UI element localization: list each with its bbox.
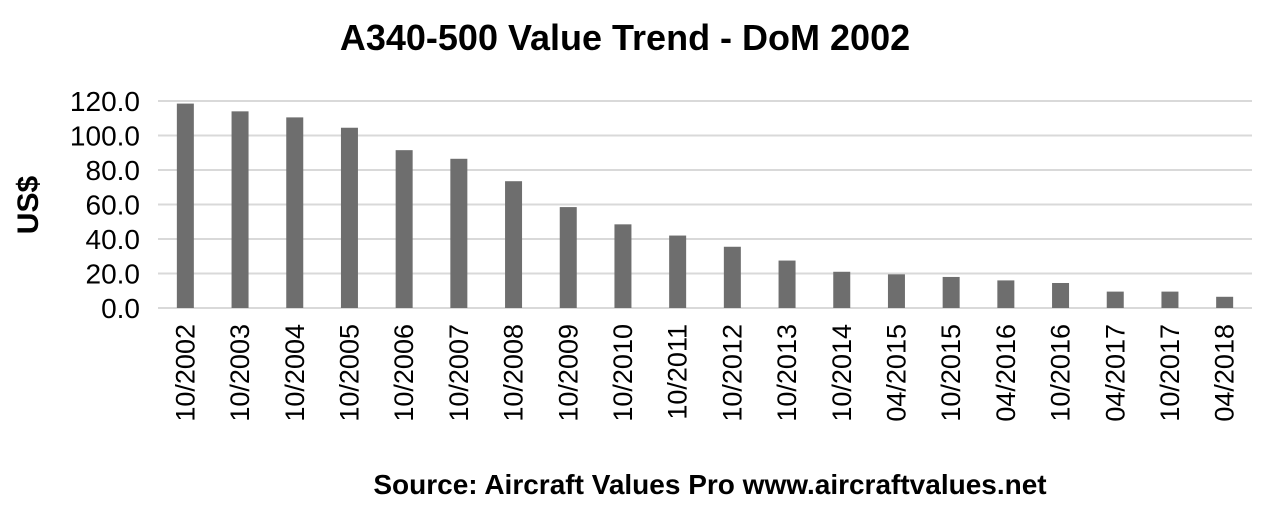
x-axis-ticks: 10/2002 10/2003 10/2004 10/2005 10/2006 10/20… [170, 324, 1239, 422]
bar-04-2016 [997, 280, 1015, 308]
bar-10-2008 [505, 181, 523, 308]
x-tick-label: 10/2002 [170, 324, 200, 422]
bar-10-2015 [942, 276, 960, 308]
bar-04-2018 [1216, 296, 1234, 308]
bar-10-2003 [231, 111, 249, 308]
x-tick-label: 10/2004 [280, 324, 310, 422]
bar-04-2017 [1106, 291, 1124, 308]
x-axis-label: Source: Aircraft Values Pro www.aircraft… [373, 469, 1046, 500]
x-tick-label: 10/2015 [936, 324, 966, 422]
y-tick-label: 40.0 [86, 224, 141, 255]
y-tick-label: 80.0 [86, 155, 141, 186]
y-tick-label: 120.0 [70, 86, 140, 117]
x-tick-label: 10/2009 [553, 324, 583, 422]
x-tick-label: 04/2016 [991, 324, 1021, 422]
bar-10-2011 [669, 235, 687, 308]
bar-10-2009 [559, 207, 577, 308]
x-tick-label: 10/2010 [608, 324, 638, 422]
bar-10-2014 [833, 271, 851, 308]
bar-10-2007 [450, 158, 468, 308]
x-tick-label: 04/2015 [881, 324, 911, 422]
x-tick-label: 04/2018 [1210, 324, 1240, 422]
y-tick-label: 100.0 [70, 121, 140, 152]
bar-10-2005 [340, 127, 358, 308]
x-tick-label: 04/2017 [1100, 324, 1130, 422]
gridlines [158, 100, 1252, 309]
bar-10-2016 [1052, 282, 1070, 308]
bar-10-2013 [778, 260, 796, 308]
x-tick-label: 10/2005 [334, 324, 364, 422]
x-tick-label: 10/2012 [717, 324, 747, 422]
y-tick-label: 0.0 [101, 293, 140, 324]
bar-10-2006 [395, 150, 413, 308]
bar-10-2017 [1161, 291, 1179, 308]
y-axis-label: US$ [12, 176, 45, 235]
bars [176, 103, 1234, 309]
x-tick-label: 10/2017 [1155, 324, 1185, 422]
x-tick-label: 10/2006 [389, 324, 419, 422]
x-tick-label: 10/2007 [444, 324, 474, 422]
x-tick-label: 10/2003 [225, 324, 255, 422]
bar-10-2010 [614, 224, 632, 308]
x-tick-label: 10/2011 [663, 324, 693, 420]
bar-10-2004 [286, 117, 304, 308]
x-tick-label: 10/2016 [1046, 324, 1076, 422]
x-tick-label: 10/2008 [499, 324, 529, 422]
y-tick-label: 20.0 [86, 259, 141, 290]
bar-10-2012 [723, 246, 741, 308]
bar-10-2002 [176, 103, 194, 309]
bar-04-2015 [887, 274, 905, 308]
x-tick-label: 10/2014 [827, 324, 857, 422]
chart-title: A340-500 Value Trend - DoM 2002 [340, 17, 910, 58]
x-tick-label: 10/2013 [772, 324, 802, 422]
y-tick-label: 60.0 [86, 190, 141, 221]
